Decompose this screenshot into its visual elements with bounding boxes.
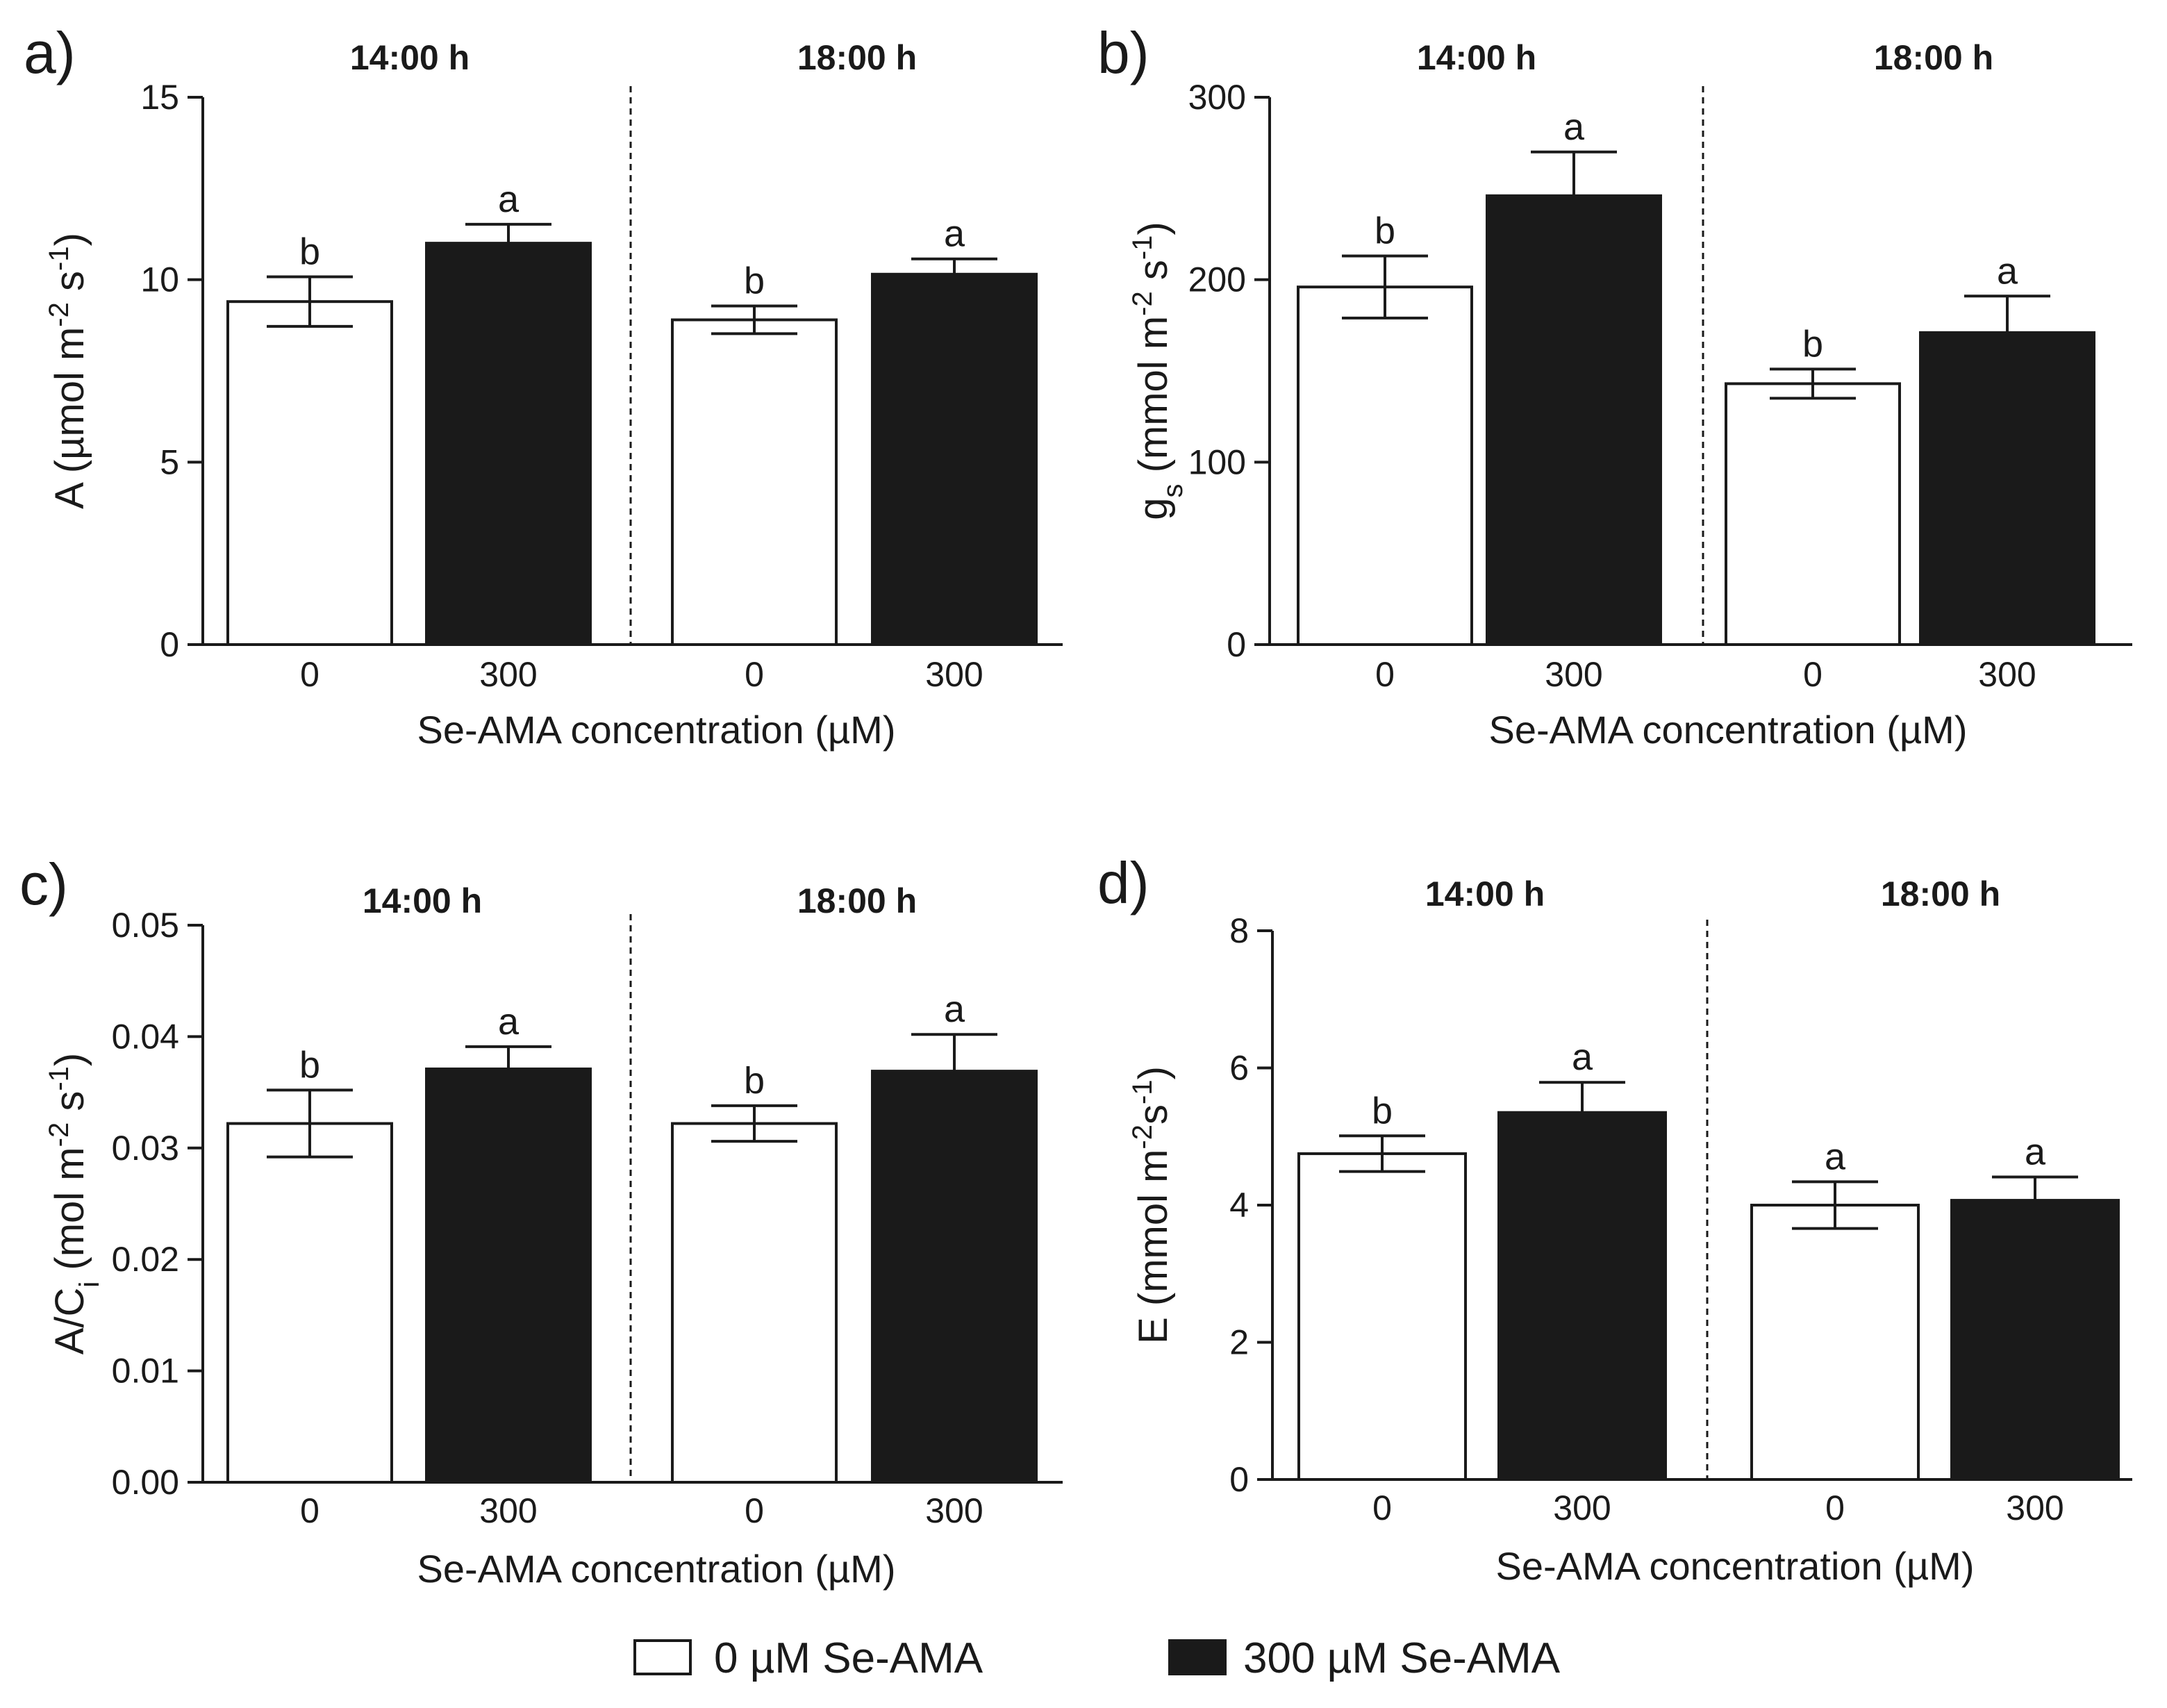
panel-label: d) (1097, 850, 1149, 915)
x-axis-label: Se-AMA concentration (µM) (417, 1547, 896, 1591)
y-tick-label: 0.05 (112, 906, 179, 945)
bar (425, 1067, 592, 1484)
x-tick-label: 0 (1375, 655, 1395, 694)
bar (671, 1122, 838, 1484)
y-tick-label: 8 (1229, 911, 1249, 950)
legend: 0 µM Se-AMA 300 µM Se-AMA (633, 1634, 1561, 1682)
x-tick-label: 300 (479, 1491, 537, 1530)
panel-label: a) (24, 20, 76, 85)
time-label: 18:00 h (797, 38, 917, 77)
y-axis-label: gs (mmol m-2 s-1) (1127, 222, 1188, 520)
significance-letter: b (1802, 323, 1823, 365)
x-tick-label: 0 (745, 1491, 764, 1530)
y-tick-label: 0 (1229, 1460, 1249, 1499)
time-label: 14:00 h (1425, 874, 1545, 913)
x-tick-label: 300 (925, 1491, 983, 1530)
x-tick-label: 300 (2006, 1489, 2064, 1527)
bar (1497, 1111, 1667, 1481)
x-tick-label: 300 (1978, 655, 2036, 694)
legend-label: 0 µM Se-AMA (714, 1634, 983, 1682)
significance-letter: a (1997, 250, 2018, 292)
y-tick-label: 0.01 (112, 1352, 179, 1391)
significance-letter: a (498, 1001, 520, 1043)
x-tick-label: 0 (1825, 1489, 1845, 1527)
x-axis-label: Se-AMA concentration (µM) (1489, 708, 1968, 752)
y-axis-label: A (µmol m-2 s-1) (44, 233, 92, 509)
significance-letter: b (744, 1060, 765, 1102)
y-tick-label: 0.03 (112, 1129, 179, 1168)
significance-letter: b (1372, 1090, 1393, 1131)
bar (871, 272, 1038, 646)
significance-letter: a (1572, 1036, 1593, 1078)
y-axis-label: E (mmol m-2s-1) (1127, 1066, 1176, 1344)
y-tick-label: 5 (160, 442, 179, 481)
panel-label: b) (1097, 20, 1149, 85)
bar (1297, 285, 1473, 646)
x-tick-label: 0 (745, 655, 764, 694)
time-label: 14:00 h (350, 38, 470, 77)
bar (1950, 1199, 2120, 1482)
x-tick-label: 300 (479, 655, 537, 694)
y-tick-label: 10 (140, 260, 179, 299)
x-tick-label: 0 (1803, 655, 1823, 694)
bar (1750, 1204, 1920, 1481)
panel-d: d) 14:00 h 18:00 h 0 2 4 6 8 b 0 a 300 a 0 a 300 Se-AMA … (1097, 850, 2132, 1588)
y-tick-label: 6 (1229, 1049, 1249, 1088)
bar (871, 1070, 1038, 1484)
y-tick-label: 0 (1227, 625, 1246, 664)
bar (1297, 1152, 1467, 1481)
time-label: 18:00 h (797, 881, 917, 920)
x-tick-label: 300 (1545, 655, 1602, 694)
significance-letter: a (1825, 1136, 1846, 1177)
panel-c: c) 14:00 h 18:00 h 0.00 0.01 0.02 0.03 0.04 0.05… (19, 852, 1063, 1591)
y-tick-label: 0.04 (112, 1017, 179, 1056)
legend-swatch (1168, 1639, 1227, 1675)
bar (425, 242, 592, 646)
y-tick-label: 100 (1188, 442, 1246, 481)
y-tick-label: 0 (160, 625, 179, 664)
significance-letter: a (1563, 106, 1585, 148)
y-tick-label: 15 (140, 78, 179, 117)
significance-letter: a (498, 179, 520, 220)
x-axis-label: Se-AMA concentration (µM) (417, 708, 896, 752)
time-label: 14:00 h (1417, 38, 1536, 77)
y-tick-label: 4 (1229, 1186, 1249, 1225)
y-tick-label: 300 (1188, 78, 1246, 117)
time-label: 18:00 h (1881, 874, 2000, 913)
x-tick-label: 0 (300, 1491, 319, 1530)
significance-letter: a (944, 213, 965, 255)
y-tick-label: 0.02 (112, 1240, 179, 1279)
x-tick-label: 300 (925, 655, 983, 694)
bar (1486, 194, 1662, 646)
y-axis-label: A/Ci (mol m-2 s-1) (44, 1053, 105, 1355)
time-label: 18:00 h (1874, 38, 1993, 77)
x-tick-label: 300 (1553, 1489, 1611, 1527)
significance-letter: b (744, 260, 765, 301)
y-tick-label: 2 (1229, 1323, 1249, 1362)
y-tick-label: 0.00 (112, 1463, 179, 1502)
bar (671, 318, 838, 646)
significance-letter: a (944, 988, 965, 1030)
time-label: 14:00 h (363, 881, 482, 920)
x-tick-label: 0 (1372, 1489, 1392, 1527)
bar (1725, 382, 1901, 646)
bar (1919, 331, 2095, 646)
panel-b: b) 14:00 h 18:00 h 0 100 200 300 b 0 a 300 b 0 a 300 Se… (1097, 20, 2132, 752)
x-tick-label: 0 (300, 655, 319, 694)
significance-letter: a (2025, 1131, 2046, 1173)
bar (226, 1122, 393, 1484)
legend-label: 300 µM Se-AMA (1243, 1634, 1561, 1682)
significance-letter: b (1375, 210, 1395, 252)
panels: a) 14:00 h 18:00 h 0 5 10 15 b 0 a 300 b 0 a 300 Se-AMA… (19, 20, 2132, 1591)
y-tick-label: 200 (1188, 260, 1246, 299)
significance-letter: b (299, 1044, 320, 1086)
significance-letter: b (299, 231, 320, 272)
panel-label: c) (19, 852, 68, 917)
bar (226, 300, 393, 646)
x-axis-label: Se-AMA concentration (µM) (1496, 1544, 1975, 1588)
panel-a: a) 14:00 h 18:00 h 0 5 10 15 b 0 a 300 b 0 a 300 Se-AMA… (24, 20, 1063, 752)
legend-swatch (633, 1639, 692, 1675)
